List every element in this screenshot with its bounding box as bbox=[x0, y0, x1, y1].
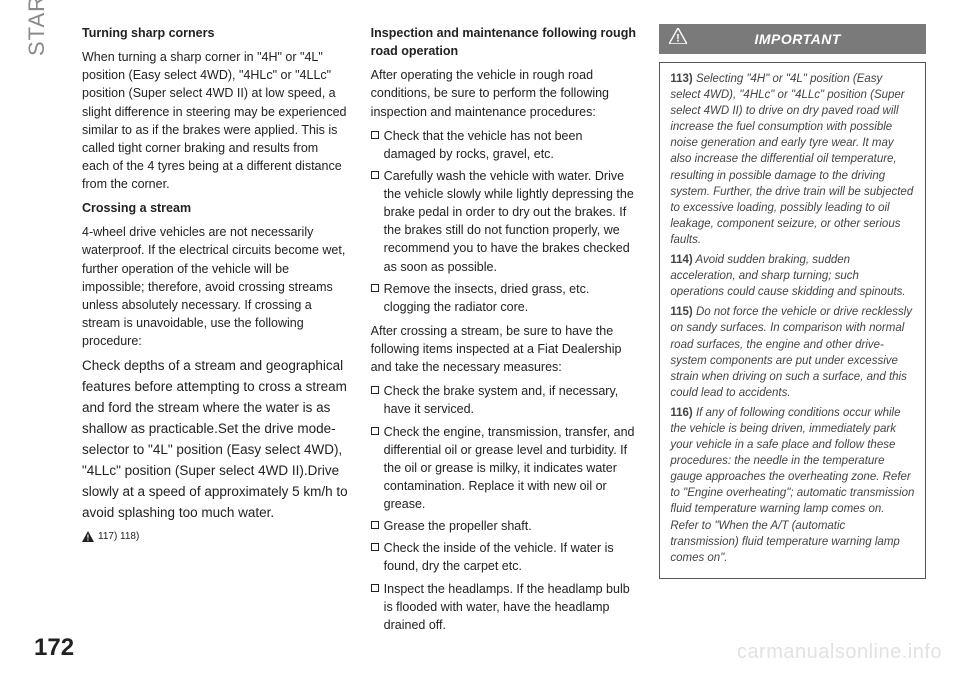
checklist-text: Check the inside of the vehicle. If wate… bbox=[384, 539, 638, 575]
col2-para-2: After crossing a stream, be sure to have… bbox=[371, 322, 638, 376]
col1-heading-1: Turning sharp corners bbox=[82, 24, 349, 42]
column-2: Inspection and maintenance following rou… bbox=[371, 24, 638, 640]
entry-number: 113) bbox=[670, 73, 692, 85]
col2-para-1: After operating the vehicle in rough roa… bbox=[371, 66, 638, 120]
col1-footnote: ! 117) 118) bbox=[82, 530, 349, 545]
entry-number: 114) bbox=[670, 254, 692, 266]
checkbox-icon bbox=[371, 521, 379, 529]
checklist-text: Carefully wash the vehicle with water. D… bbox=[384, 167, 638, 276]
page-number: 172 bbox=[34, 634, 74, 662]
entry-number: 116) bbox=[670, 407, 692, 419]
checklist-text: Check that the vehicle has not been dama… bbox=[384, 127, 638, 163]
checklist-item: Check that the vehicle has not been dama… bbox=[371, 127, 638, 163]
entry-text: If any of following conditions occur whi… bbox=[670, 407, 914, 564]
section-side-label-text: STARTING AND DRIVING bbox=[24, 24, 50, 56]
col2-checklist-2: Check the brake system and, if necessary… bbox=[371, 382, 638, 634]
warning-triangle-icon: ! bbox=[82, 531, 94, 542]
checklist-text: Inspect the headlamps. If the headlamp b… bbox=[384, 580, 638, 634]
col2-heading-1: Inspection and maintenance following rou… bbox=[371, 24, 638, 60]
svg-text:!: ! bbox=[87, 534, 90, 543]
checkbox-icon bbox=[371, 171, 379, 179]
checklist-item: Remove the insects, dried grass, etc. cl… bbox=[371, 280, 638, 316]
col2-checklist-1: Check that the vehicle has not been dama… bbox=[371, 127, 638, 316]
column-3: ! IMPORTANT 113) Selecting "4H" or "4L" … bbox=[659, 24, 926, 640]
important-banner: ! IMPORTANT bbox=[659, 24, 926, 54]
important-entry: 116) If any of following conditions occu… bbox=[670, 405, 915, 566]
col1-para-3: Check depths of a stream and geographica… bbox=[82, 356, 349, 523]
checkbox-icon bbox=[371, 131, 379, 139]
checklist-item: Check the brake system and, if necessary… bbox=[371, 382, 638, 418]
important-banner-label: IMPORTANT bbox=[697, 29, 898, 49]
section-side-label: STARTING AND DRIVING bbox=[24, 24, 56, 364]
column-1: Turning sharp corners When turning a sha… bbox=[82, 24, 349, 640]
entry-text: Do not force the vehicle or drive reckle… bbox=[670, 306, 912, 398]
manual-page: STARTING AND DRIVING Turning sharp corne… bbox=[0, 0, 960, 678]
important-entry: 115) Do not force the vehicle or drive r… bbox=[670, 304, 915, 401]
checkbox-icon bbox=[371, 284, 379, 292]
watermark: carmanualsonline.info bbox=[737, 641, 942, 664]
checklist-text: Grease the propeller shaft. bbox=[384, 517, 532, 535]
checklist-text: Check the brake system and, if necessary… bbox=[384, 382, 638, 418]
important-entry: 114) Avoid sudden braking, sudden accele… bbox=[670, 252, 915, 300]
checklist-item: Grease the propeller shaft. bbox=[371, 517, 638, 535]
col1-para-2: 4-wheel drive vehicles are not necessari… bbox=[82, 223, 349, 350]
important-entry: 113) Selecting "4H" or "4L" position (Ea… bbox=[670, 71, 915, 248]
checkbox-icon bbox=[371, 584, 379, 592]
important-box: 113) Selecting "4H" or "4L" position (Ea… bbox=[659, 62, 926, 579]
checkbox-icon bbox=[371, 427, 379, 435]
content-columns: Turning sharp corners When turning a sha… bbox=[82, 24, 926, 640]
checklist-item: Check the inside of the vehicle. If wate… bbox=[371, 539, 638, 575]
checkbox-icon bbox=[371, 386, 379, 394]
col1-footnote-text: 117) 118) bbox=[98, 530, 139, 545]
checklist-item: Inspect the headlamps. If the headlamp b… bbox=[371, 580, 638, 634]
col1-para-1: When turning a sharp corner in "4H" or "… bbox=[82, 48, 349, 193]
checklist-item: Carefully wash the vehicle with water. D… bbox=[371, 167, 638, 276]
entry-number: 115) bbox=[670, 306, 692, 318]
checklist-text: Check the engine, transmission, transfer… bbox=[384, 423, 638, 514]
warning-triangle-icon: ! bbox=[669, 28, 687, 49]
col1-heading-2: Crossing a stream bbox=[82, 199, 349, 217]
checklist-item: Check the engine, transmission, transfer… bbox=[371, 423, 638, 514]
checkbox-icon bbox=[371, 543, 379, 551]
entry-text: Selecting "4H" or "4L" position (Easy se… bbox=[670, 73, 913, 246]
svg-text:!: ! bbox=[677, 33, 681, 45]
checklist-text: Remove the insects, dried grass, etc. cl… bbox=[384, 280, 638, 316]
entry-text: Avoid sudden braking, sudden acceleratio… bbox=[670, 254, 905, 298]
